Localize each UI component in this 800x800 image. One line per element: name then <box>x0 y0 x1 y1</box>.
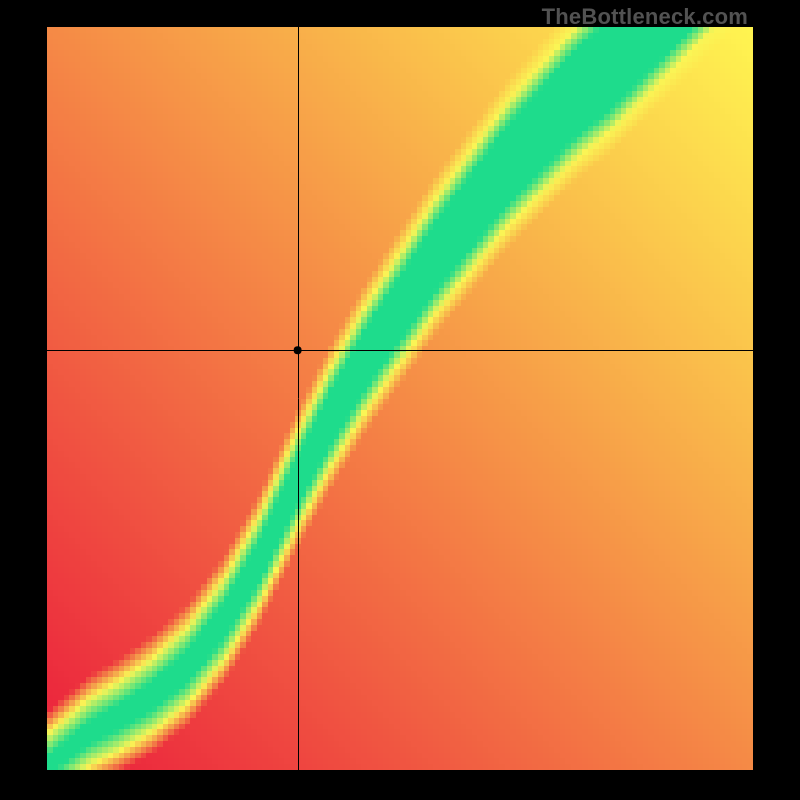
bottleneck-heatmap <box>0 0 800 800</box>
watermark-text: TheBottleneck.com <box>542 4 748 30</box>
